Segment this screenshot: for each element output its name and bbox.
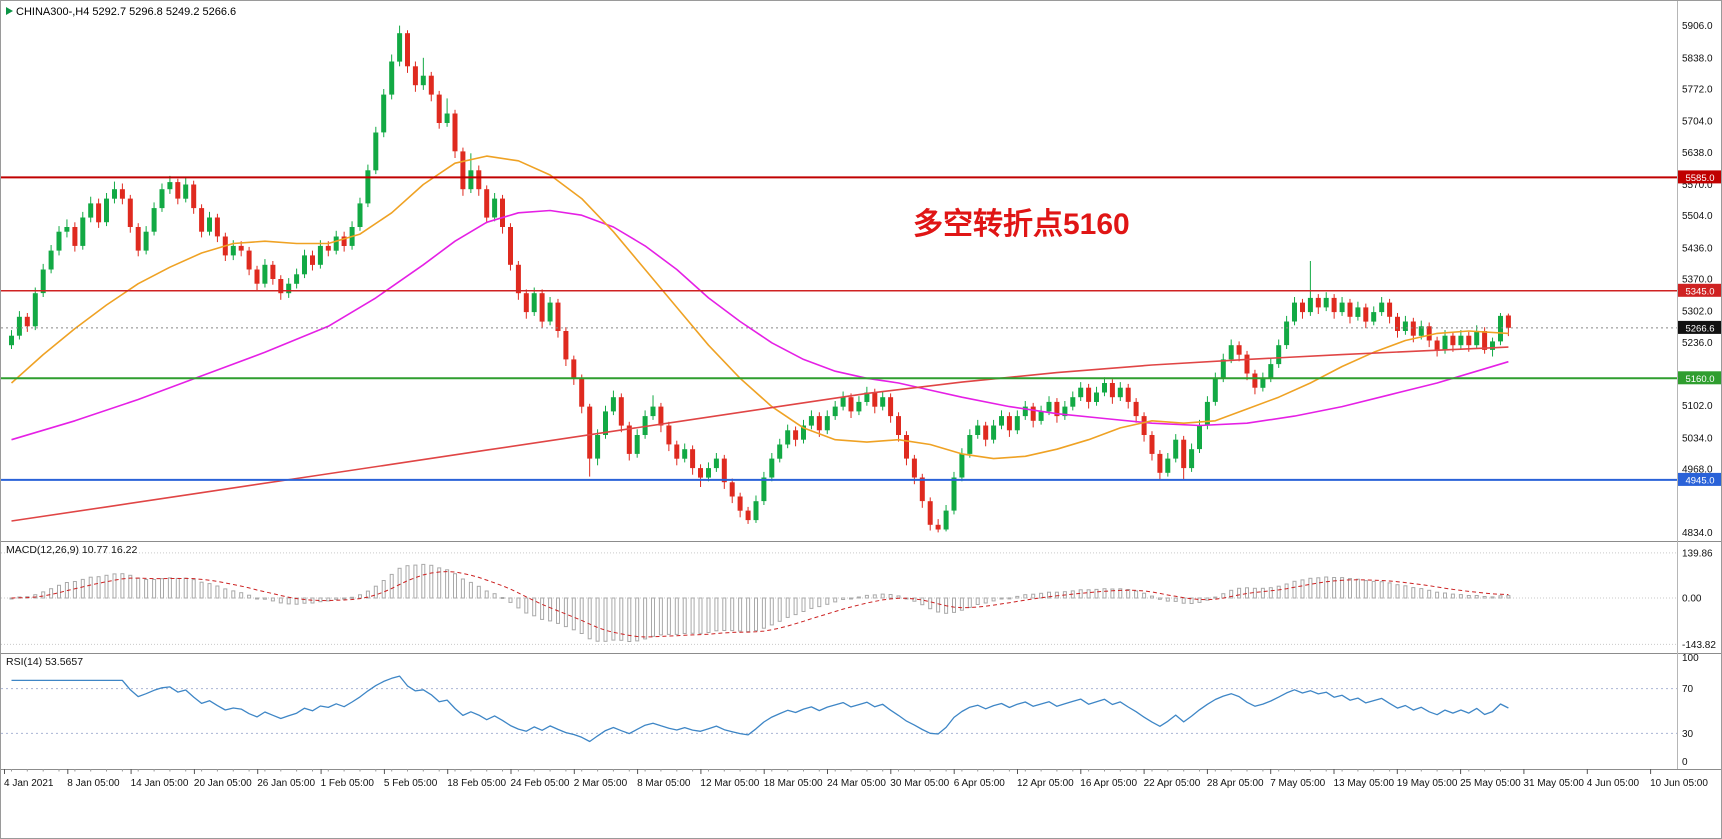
svg-text:16 Apr 05:00: 16 Apr 05:00: [1080, 778, 1137, 789]
svg-text:30 Mar 05:00: 30 Mar 05:00: [890, 778, 949, 789]
symbol-timeframe: CHINA300-,H4: [16, 6, 90, 18]
svg-text:5 Feb 05:00: 5 Feb 05:00: [384, 778, 438, 789]
price-scale[interactable]: 5906.0 5838.0 5772.0 5704.0 5638.0 5570.0 5504…: [1677, 1, 1722, 541]
svg-text:25 May 05:00: 25 May 05:00: [1460, 778, 1521, 789]
svg-text:20 Jan 05:00: 20 Jan 05:00: [194, 778, 252, 789]
svg-text:5585.0: 5585.0: [1685, 173, 1714, 184]
svg-text:7 May 05:00: 7 May 05:00: [1270, 778, 1325, 789]
svg-text:13 May 05:00: 13 May 05:00: [1334, 778, 1395, 789]
time-axis-canvas[interactable]: 4 Jan 2021 8 Jan 05:00 14 Jan 05:00 20 Jan …: [1, 769, 1722, 839]
svg-text:0.00: 0.00: [1682, 594, 1702, 605]
horizontal-lines-layer[interactable]: [1, 176, 1677, 481]
svg-text:5302.0: 5302.0: [1682, 307, 1713, 318]
macd-histogram: [9, 563, 1511, 642]
svg-text:5906.0: 5906.0: [1682, 21, 1713, 32]
macd-panel[interactable]: 139.86 0.00 -143.82 MACD(12,26,9) 10.77 16…: [1, 541, 1722, 653]
svg-text:8 Mar 05:00: 8 Mar 05:00: [637, 778, 691, 789]
svg-text:5504.0: 5504.0: [1682, 211, 1713, 222]
svg-text:5638.0: 5638.0: [1682, 148, 1713, 159]
svg-text:5345.0: 5345.0: [1685, 286, 1714, 297]
symbol-marker-icon: [6, 7, 13, 15]
svg-text:4834.0: 4834.0: [1682, 528, 1713, 539]
svg-text:12 Mar 05:00: 12 Mar 05:00: [700, 778, 759, 789]
price-badge-5160.0: 5160.0: [1678, 371, 1721, 385]
main-chart-panel[interactable]: 5906.0 5838.0 5772.0 5704.0 5638.0 5570.0 5504…: [1, 1, 1722, 541]
moving-averages-layer: [10, 155, 1509, 522]
svg-text:5266.6: 5266.6: [1685, 323, 1714, 334]
svg-text:19 May 05:00: 19 May 05:00: [1397, 778, 1458, 789]
svg-text:5772.0: 5772.0: [1682, 85, 1713, 96]
time-axis[interactable]: 4 Jan 2021 8 Jan 05:00 14 Jan 05:00 20 Jan …: [1, 769, 1722, 839]
price-badge-5585.0: 5585.0: [1678, 170, 1721, 184]
svg-text:24 Feb 05:00: 24 Feb 05:00: [511, 778, 570, 789]
svg-text:30: 30: [1682, 729, 1694, 740]
svg-text:5102.0: 5102.0: [1682, 401, 1713, 412]
svg-text:100: 100: [1682, 653, 1699, 664]
svg-text:22 Apr 05:00: 22 Apr 05:00: [1144, 778, 1201, 789]
rsi-line: [11, 675, 1509, 743]
macd-canvas[interactable]: 139.86 0.00 -143.82: [1, 541, 1722, 653]
svg-text:139.86: 139.86: [1682, 548, 1713, 559]
svg-text:5570.0: 5570.0: [1682, 180, 1713, 191]
svg-text:4 Jun 05:00: 4 Jun 05:00: [1587, 778, 1640, 789]
price-badge-5266.6: 5266.6: [1678, 320, 1721, 334]
ma-orange: [10, 155, 1509, 460]
rsi-label: RSI(14) 53.5657: [6, 656, 84, 668]
ma-magenta: [11, 209, 1509, 441]
svg-text:5034.0: 5034.0: [1682, 433, 1713, 444]
svg-text:28 Apr 05:00: 28 Apr 05:00: [1207, 778, 1264, 789]
chart-title: CHINA300-,H4 5292.7 5296.8 5249.2 5266.6: [6, 6, 236, 18]
chart-annotation-text[interactable]: 多空转折点5160: [913, 208, 1130, 241]
svg-text:5838.0: 5838.0: [1682, 53, 1713, 64]
rsi-canvas[interactable]: 100 70 30 0: [1, 653, 1722, 769]
svg-text:-143.82: -143.82: [1682, 640, 1716, 651]
svg-text:2 Mar 05:00: 2 Mar 05:00: [574, 778, 628, 789]
svg-text:26 Jan 05:00: 26 Jan 05:00: [257, 778, 315, 789]
main-chart-canvas[interactable]: 5906.0 5838.0 5772.0 5704.0 5638.0 5570.0 5504…: [1, 1, 1722, 541]
price-badge-4945.0: 4945.0: [1678, 472, 1721, 486]
svg-text:5370.0: 5370.0: [1682, 275, 1713, 286]
macd-signal-line: [11, 571, 1509, 638]
price-badge-5345.0: 5345.0: [1678, 283, 1721, 297]
svg-text:70: 70: [1682, 684, 1694, 695]
ohlc-readout: 5292.7 5296.8 5249.2 5266.6: [92, 6, 237, 18]
svg-text:31 May 05:00: 31 May 05:00: [1523, 778, 1584, 789]
svg-text:1 Feb 05:00: 1 Feb 05:00: [321, 778, 375, 789]
svg-text:5236.0: 5236.0: [1682, 338, 1713, 349]
svg-text:0: 0: [1682, 757, 1688, 768]
svg-text:10 Jun 05:00: 10 Jun 05:00: [1650, 778, 1708, 789]
svg-text:5160.0: 5160.0: [1685, 374, 1714, 385]
svg-text:8 Jan 05:00: 8 Jan 05:00: [67, 778, 120, 789]
svg-text:5704.0: 5704.0: [1682, 117, 1713, 128]
svg-text:12 Apr 05:00: 12 Apr 05:00: [1017, 778, 1074, 789]
ma-red: [11, 346, 1509, 522]
svg-text:5436.0: 5436.0: [1682, 243, 1713, 254]
macd-label: MACD(12,26,9) 10.77 16.22: [6, 544, 138, 556]
svg-text:18 Mar 05:00: 18 Mar 05:00: [764, 778, 823, 789]
svg-text:4945.0: 4945.0: [1685, 475, 1714, 486]
candles-layer: [9, 25, 1511, 533]
svg-text:6 Apr 05:00: 6 Apr 05:00: [954, 778, 1006, 789]
svg-text:14 Jan 05:00: 14 Jan 05:00: [131, 778, 189, 789]
svg-text:4 Jan 2021: 4 Jan 2021: [4, 778, 54, 789]
svg-text:4968.0: 4968.0: [1682, 465, 1713, 476]
svg-text:24 Mar 05:00: 24 Mar 05:00: [827, 778, 886, 789]
svg-text:18 Feb 05:00: 18 Feb 05:00: [447, 778, 506, 789]
rsi-panel[interactable]: 100 70 30 0 RSI(14) 53.5657: [1, 653, 1722, 769]
